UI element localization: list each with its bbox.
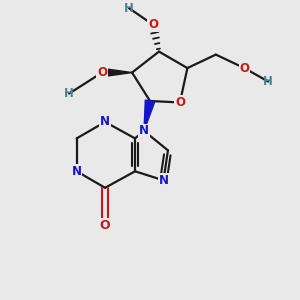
Text: O: O	[97, 66, 107, 79]
Text: N: N	[72, 165, 82, 178]
Text: O: O	[239, 61, 249, 75]
Text: N: N	[100, 116, 110, 128]
Text: O: O	[100, 219, 110, 232]
Text: N: N	[158, 174, 169, 187]
Polygon shape	[144, 100, 155, 131]
Text: H: H	[124, 2, 134, 15]
Polygon shape	[102, 68, 132, 77]
Text: O: O	[148, 18, 158, 31]
Text: H: H	[263, 75, 273, 88]
Text: H: H	[64, 87, 74, 100]
Text: N: N	[139, 124, 149, 137]
Text: O: O	[175, 96, 185, 109]
